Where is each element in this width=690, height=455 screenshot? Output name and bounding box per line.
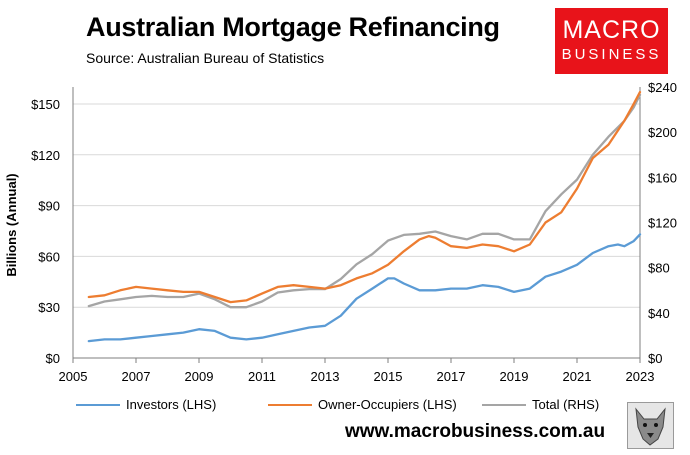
y-tick-label: $30 bbox=[38, 300, 60, 315]
series-lines bbox=[87, 90, 642, 343]
legend-investors-swatch bbox=[76, 403, 120, 406]
series-line-owner-occupiers bbox=[87, 90, 642, 304]
y2-tick-label: $0 bbox=[648, 351, 662, 366]
y2-tick-label: $160 bbox=[648, 170, 677, 185]
logo-line-1: MACRO bbox=[562, 16, 661, 44]
x-tick-label: 2011 bbox=[248, 369, 276, 384]
y-axis-title: Billions (Annual) bbox=[4, 173, 19, 276]
y-tick-label: $60 bbox=[38, 249, 60, 264]
x-tick-label: 2021 bbox=[563, 369, 592, 384]
x-tick-label: 2017 bbox=[437, 369, 466, 384]
wolf-mascot-icon bbox=[627, 402, 674, 449]
y2-tick-label: $40 bbox=[648, 306, 670, 321]
y2-tick-label: $240 bbox=[648, 80, 677, 95]
y-tick-label: $0 bbox=[46, 351, 60, 366]
x-tick-label: 2013 bbox=[311, 369, 340, 384]
legend-investors: Investors (LHS) bbox=[76, 397, 216, 412]
legend-investors-label: Investors (LHS) bbox=[126, 397, 217, 412]
website-url: www.macrobusiness.com.au bbox=[345, 421, 606, 442]
series-line-total bbox=[87, 93, 642, 309]
gridlines bbox=[73, 103, 640, 308]
tick-labels: $0 $30 $60 $90 $120 $150 $0 $40 $80 $120 $160 $200 $… bbox=[31, 80, 677, 384]
legend-owner-occupiers-swatch bbox=[268, 403, 312, 406]
x-tick-label: 2005 bbox=[59, 369, 88, 384]
logo-line-2: BUSINESS bbox=[561, 46, 662, 63]
y2-tick-label: $200 bbox=[648, 125, 677, 140]
legend-total-swatch bbox=[482, 403, 526, 406]
x-tick-label: 2007 bbox=[122, 369, 151, 384]
y2-tick-label: $120 bbox=[648, 216, 677, 231]
x-tick-label: 2015 bbox=[374, 369, 403, 384]
chart-subtitle: Source: Australian Bureau of Statistics bbox=[86, 50, 325, 66]
x-tick-label: 2019 bbox=[500, 369, 529, 384]
y-tick-label: $120 bbox=[31, 148, 60, 163]
legend-total-label: Total (RHS) bbox=[532, 397, 600, 412]
series-line-investors bbox=[87, 233, 642, 343]
x-tick-label: 2023 bbox=[626, 369, 655, 384]
x-tick-label: 2009 bbox=[185, 369, 214, 384]
legend-total: Total (RHS) bbox=[482, 397, 599, 412]
y-tick-label: $90 bbox=[38, 199, 60, 214]
chart-title: Australian Mortgage Refinancing bbox=[86, 12, 500, 42]
macrobusiness-logo: MACRO BUSINESS bbox=[555, 8, 668, 74]
y-tick-label: $150 bbox=[31, 97, 60, 112]
axes bbox=[72, 87, 641, 363]
legend-owner-occupiers: Owner-Occupiers (LHS) bbox=[268, 397, 457, 412]
y2-tick-label: $80 bbox=[648, 261, 670, 276]
legend-owner-occupiers-label: Owner-Occupiers (LHS) bbox=[318, 397, 457, 412]
